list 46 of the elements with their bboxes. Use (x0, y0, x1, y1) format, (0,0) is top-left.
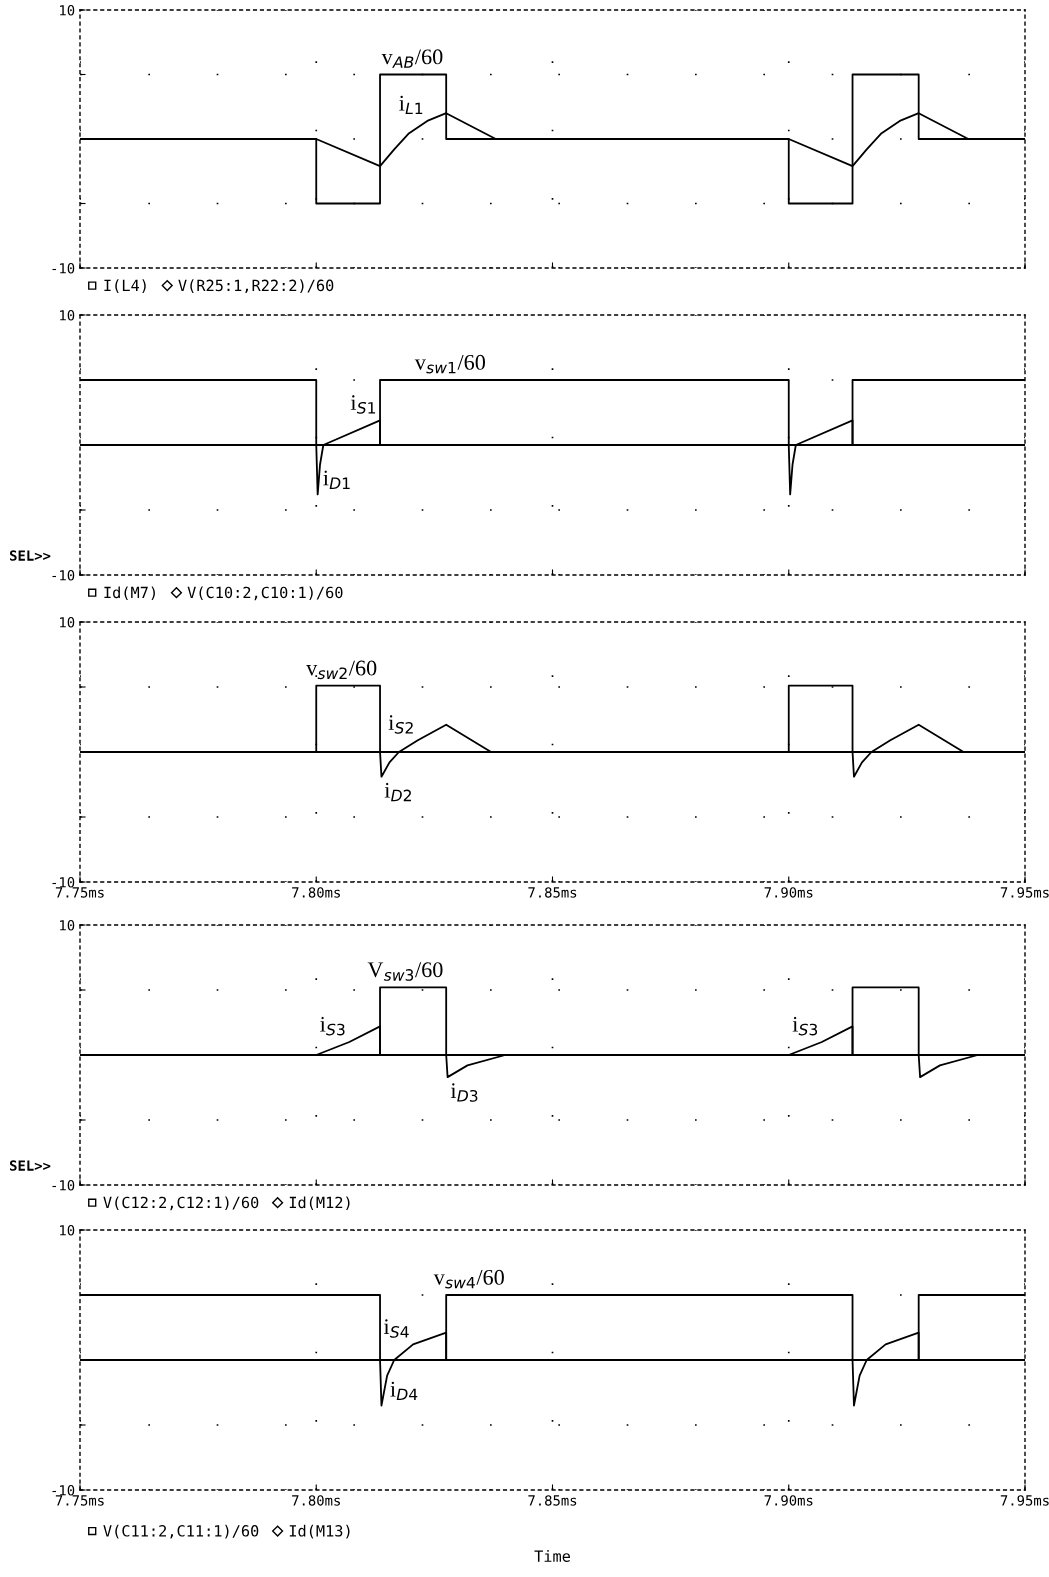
y-tick-label: -10 (52, 570, 75, 581)
y-tick-label: 10 (60, 310, 75, 321)
annotation: v$_{sw2}$/60 (306, 660, 377, 680)
annotation: i$_{S4}$ (383, 1319, 409, 1338)
y-tick-label: -10 (52, 1180, 75, 1191)
annotation: v$_{sw1}$/60 (414, 354, 486, 374)
x-tick-label: 7.85ms (528, 887, 577, 898)
x-axis-title: Time (534, 1550, 570, 1562)
annotation: i$_{L1}$ (399, 95, 423, 115)
legend-label: V(C12:2,C12:1)/60 (103, 1196, 259, 1211)
annotation: v$_{AB}$/60 (381, 49, 443, 68)
x-tick-label: 7.90ms (764, 887, 813, 898)
y-tick-label: 10 (60, 920, 75, 931)
x-tick-label: 7.80ms (292, 887, 340, 898)
legend-label: I(L4) (104, 279, 146, 293)
annotation: i$_{S2}$ (388, 715, 413, 734)
x-tick-label: 7.75ms (55, 887, 104, 898)
annotation: i$_{D1}$ (323, 470, 350, 489)
y-tick-label: 10 (60, 617, 75, 628)
legend-label: V(R25:1,R22:2)/60 (178, 279, 334, 294)
legend-label: Id(M12) (289, 1196, 350, 1211)
legend-label: Id(M13) (289, 1524, 350, 1539)
annotation: i$_{D2}$ (384, 782, 411, 802)
x-tick-label: 7.95ms (1000, 1495, 1049, 1506)
annotation: V$_{sw3}$/60 (367, 962, 443, 981)
annotation: i$_{S3}$ (792, 1016, 818, 1036)
y-tick-label: -10 (52, 1485, 75, 1496)
x-tick-label: 7.90ms (764, 1495, 813, 1506)
x-tick-label: 7.95ms (1000, 887, 1049, 898)
text: SEL>> (10, 550, 51, 561)
legend-label: V(C11:2,C11:1)/60 (103, 1524, 259, 1539)
annotation: v$_{sw4}$/60 (433, 1269, 504, 1289)
x-tick-label: 7.85ms (528, 1495, 577, 1506)
annotation: i$_{D3}$ (450, 1083, 478, 1102)
annotation: i$_{S1}$ (350, 395, 376, 414)
legend-label: V(C10:2,C10:1)/60 (187, 586, 343, 601)
annotation: i$_{S3}$ (320, 1016, 345, 1036)
y-tick-label: -10 (52, 877, 75, 888)
y-tick-label: 10 (60, 5, 75, 16)
y-tick-label: 10 (60, 1225, 75, 1236)
legend-label: Id(M7) (104, 586, 155, 601)
x-tick-label: 7.75ms (55, 1495, 104, 1506)
y-tick-label: -10 (52, 263, 75, 274)
x-tick-label: 7.80ms (292, 1495, 340, 1506)
annotation: i$_{D4}$ (390, 1381, 418, 1401)
text: SEL>> (10, 1160, 51, 1171)
